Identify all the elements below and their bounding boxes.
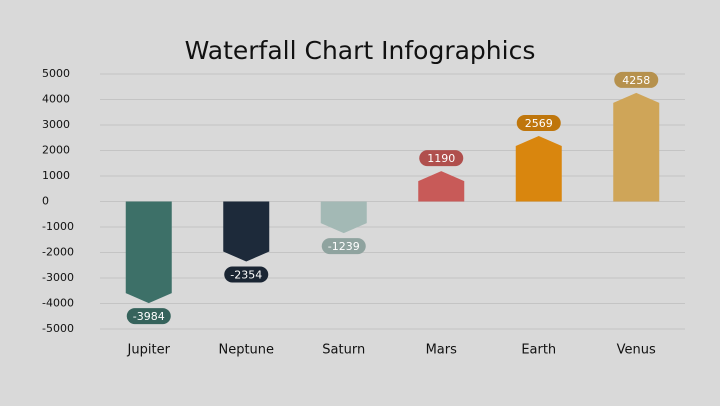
y-tick-label: -4000 [42,297,74,310]
y-tick-label: 2000 [42,144,70,157]
value-label-pill [614,71,659,88]
y-tick-label: 5000 [42,67,70,80]
value-label-pill [516,114,561,131]
bar [515,135,562,202]
bar [613,92,660,202]
x-tick-label: Jupiter [127,343,171,358]
value-label: -3984 [133,310,165,323]
x-tick-label: Saturn [322,343,365,358]
bar [125,201,172,304]
value-label-pill [321,238,366,255]
value-label: -2354 [230,269,262,282]
value-label: 2569 [525,117,553,130]
chart-title: Waterfall Chart Infographics [185,36,536,65]
y-tick-label: -3000 [42,271,74,284]
y-tick-label: 0 [42,195,49,208]
x-tick-label: Venus [617,343,656,358]
x-tick-label: Neptune [218,343,274,358]
bar [223,201,270,262]
value-label-pill [419,150,464,167]
y-tick-label: 3000 [42,118,70,131]
y-tick-label: -1000 [42,220,74,233]
value-label: 1190 [427,152,455,165]
value-label: 4258 [622,74,650,87]
bar [418,171,465,202]
y-tick-label: -2000 [42,246,74,259]
y-tick-label: 4000 [42,93,70,106]
y-tick-label: -5000 [42,322,74,335]
x-tick-label: Mars [426,343,458,358]
value-label-pill [126,308,171,325]
x-tick-label: Earth [521,343,556,358]
y-tick-label: 1000 [42,169,70,182]
value-label: -1239 [328,240,360,253]
value-label-pill [224,266,269,283]
bar [320,201,367,234]
